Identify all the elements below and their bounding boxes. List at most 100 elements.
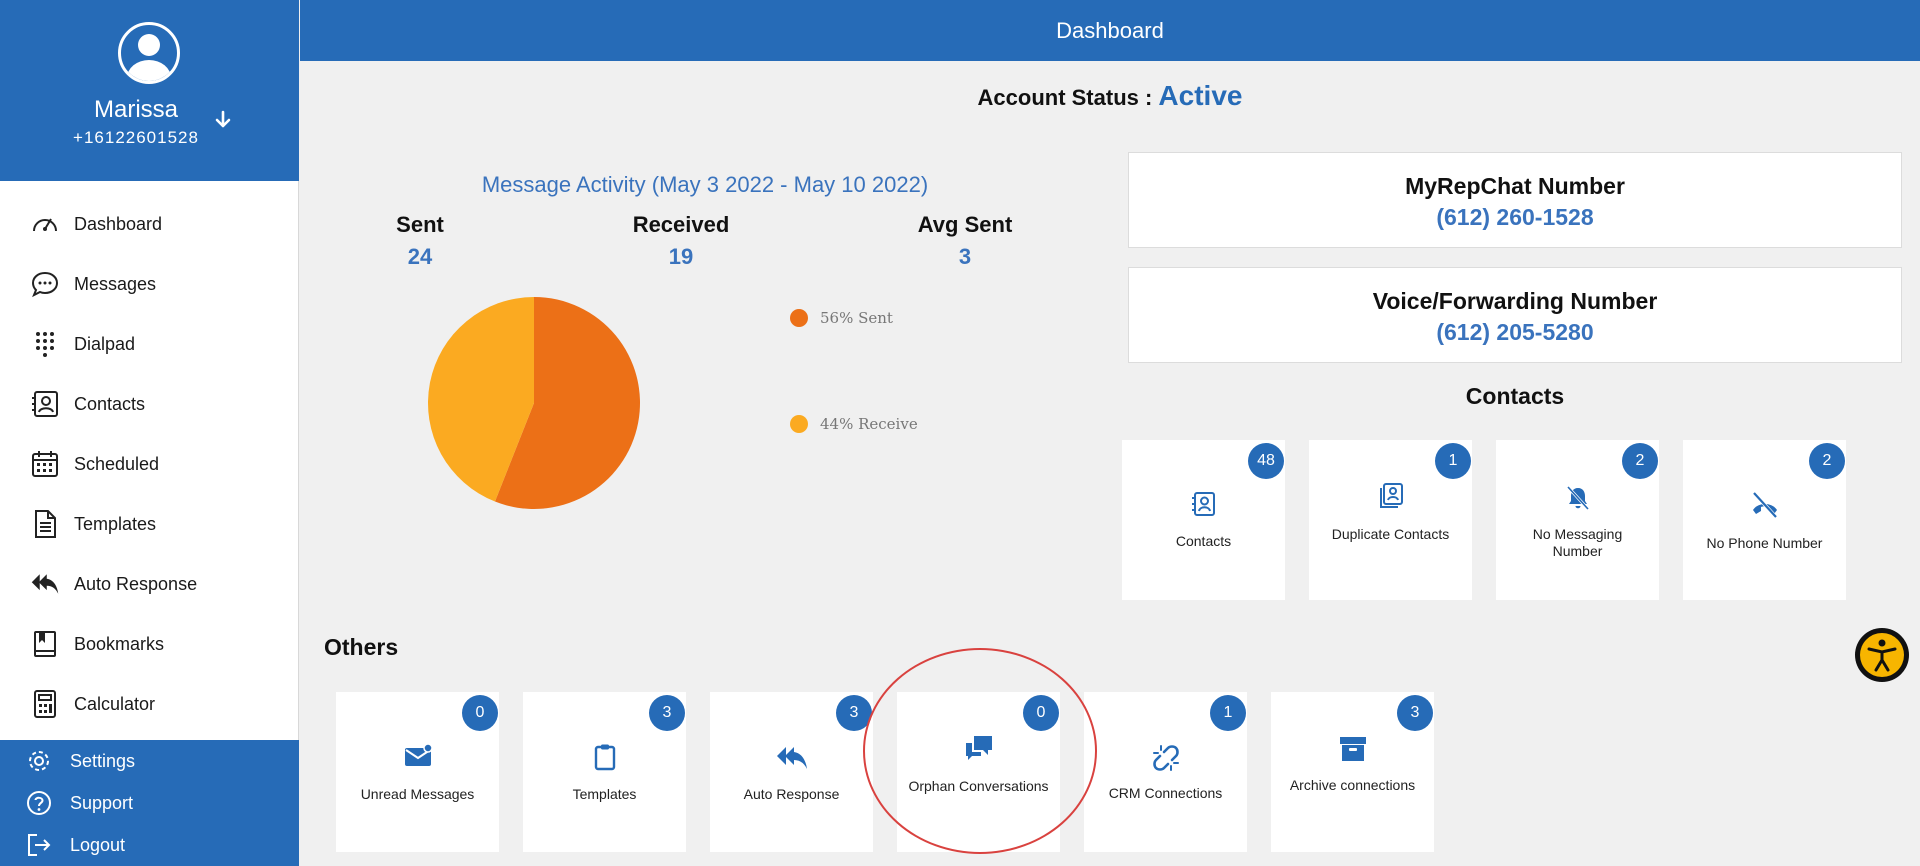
pie-slice-receive: [428, 297, 534, 502]
account-status-value: Active: [1158, 80, 1243, 111]
sidebar-item-label: Messages: [74, 273, 157, 294]
pie-slice-sent: [494, 297, 640, 509]
sidebar-item-label: Bookmarks: [74, 633, 165, 654]
stat-value: 3: [958, 244, 972, 269]
legend-item-sent: 56% Sent: [790, 309, 893, 327]
sidebar: Marissa +16122601528 Dashboard Messages …: [0, 0, 299, 866]
legend-swatch: [790, 309, 808, 327]
orphan-conversations-tile[interactable]: 0 Orphan Conversations: [897, 692, 1060, 852]
no-messaging-number-tile[interactable]: 2 No Messaging Number: [1496, 440, 1659, 600]
profile-phone: +16122601528: [73, 128, 199, 147]
count-badge: 1: [1210, 695, 1246, 731]
duplicate-contacts-tile[interactable]: 1 Duplicate Contacts: [1309, 440, 1472, 600]
page-title: Dashboard: [1056, 18, 1164, 43]
voice-number-card: Voice/Forwarding Number (612) 205-5280: [1128, 267, 1902, 363]
archive-box-icon: [1271, 735, 1434, 768]
sidebar-item-dialpad[interactable]: Dialpad: [0, 314, 299, 374]
legend-swatch: [790, 415, 808, 433]
sidebar-item-auto-response[interactable]: Auto Response: [0, 554, 299, 614]
auto-response-tile[interactable]: 3 Auto Response: [710, 692, 873, 852]
count-badge: 2: [1809, 443, 1845, 479]
sidebar-item-scheduled[interactable]: Scheduled: [0, 434, 299, 494]
number-value[interactable]: (612) 205-5280: [1436, 319, 1594, 345]
legend-item-receive: 44% Receive: [790, 415, 918, 433]
reply-all-icon: [30, 569, 60, 599]
broken-link-icon: [1084, 744, 1247, 777]
number-value[interactable]: (612) 260-1528: [1436, 204, 1594, 230]
stat-sent: Sent 24: [330, 212, 510, 270]
stat-label: Sent: [396, 212, 444, 237]
duplicate-contacts-icon: [1309, 483, 1472, 514]
number-label: MyRepChat Number: [1405, 173, 1625, 199]
sidebar-item-label: Support: [70, 792, 134, 813]
sidebar-item-label: Settings: [70, 750, 136, 771]
count-badge: 2: [1622, 443, 1658, 479]
tile-label: Contacts: [1175, 533, 1232, 549]
sidebar-item-label: Scheduled: [74, 453, 160, 474]
sidebar-footer: Settings Support Logout: [0, 740, 299, 866]
stat-avg-sent: Avg Sent 3: [875, 212, 1055, 270]
sidebar-item-templates[interactable]: Templates: [0, 494, 299, 554]
stat-received: Received 19: [591, 212, 771, 270]
stat-label: Avg Sent: [917, 212, 1013, 237]
sidebar-item-label: Dialpad: [74, 333, 136, 354]
reply-all-icon: [710, 744, 873, 777]
tile-label: No Messaging Number: [1532, 526, 1623, 559]
sidebar-item-settings[interactable]: Settings: [0, 740, 299, 782]
legend-label: 44% Receive: [820, 415, 918, 433]
tile-label: Archive connections: [1289, 777, 1416, 793]
bell-off-icon: [1496, 485, 1659, 516]
tile-label: Duplicate Contacts: [1331, 526, 1450, 542]
speedometer-icon: [30, 209, 60, 239]
myrepchat-number-card: MyRepChat Number (612) 260-1528: [1128, 152, 1902, 248]
dialpad-icon: [30, 329, 60, 359]
count-badge: 0: [1023, 695, 1059, 731]
gear-icon: [26, 748, 52, 774]
clipboard-icon: [523, 743, 686, 776]
avatar[interactable]: [118, 22, 180, 84]
stat-label: Received: [632, 212, 730, 237]
count-badge: 3: [1397, 695, 1433, 731]
sidebar-item-bookmarks[interactable]: Bookmarks: [0, 614, 299, 674]
top-bar: Dashboard: [300, 0, 1920, 61]
count-badge: 3: [649, 695, 685, 731]
legend-label: 56% Sent: [820, 309, 893, 327]
count-badge: 48: [1248, 443, 1284, 479]
arrow-down-icon[interactable]: [213, 110, 233, 130]
sidebar-item-dashboard[interactable]: Dashboard: [0, 194, 299, 254]
tile-label: CRM Connections: [1108, 785, 1223, 801]
sidebar-item-contacts[interactable]: Contacts: [0, 374, 299, 434]
chat-bubbles-icon: [897, 734, 1060, 767]
message-activity-pie-chart: [428, 297, 640, 509]
sidebar-item-calculator[interactable]: Calculator: [0, 674, 299, 734]
tile-label: Orphan Conversations: [908, 778, 1049, 794]
stat-value: 19: [668, 244, 694, 269]
account-status: Account Status : Active: [300, 80, 1920, 112]
unread-messages-tile[interactable]: 0 Unread Messages: [336, 692, 499, 852]
crm-connections-tile[interactable]: 1 CRM Connections: [1084, 692, 1247, 852]
sidebar-item-messages[interactable]: Messages: [0, 254, 299, 314]
document-icon: [30, 509, 60, 539]
contact-card-icon: [1122, 491, 1285, 522]
no-phone-number-tile[interactable]: 2 No Phone Number: [1683, 440, 1846, 600]
calculator-icon: [30, 689, 60, 719]
count-badge: 3: [836, 695, 872, 731]
profile-panel: Marissa +16122601528: [0, 0, 299, 181]
number-label: Voice/Forwarding Number: [1372, 288, 1658, 314]
count-badge: 0: [462, 695, 498, 731]
contacts-tile[interactable]: 48 Contacts: [1122, 440, 1285, 600]
sidebar-item-label: Dashboard: [74, 213, 163, 234]
sidebar-item-label: Templates: [74, 513, 157, 534]
templates-tile[interactable]: 3 Templates: [523, 692, 686, 852]
tile-label: No Phone Number: [1706, 535, 1823, 551]
account-status-label: Account Status :: [977, 85, 1159, 110]
sidebar-item-support[interactable]: Support: [0, 782, 299, 824]
sidebar-item-label: Contacts: [74, 393, 146, 414]
sidebar-item-logout[interactable]: Logout: [0, 824, 299, 866]
others-section-title: Others: [324, 634, 399, 660]
sidebar-item-label: Logout: [70, 834, 126, 855]
accessibility-button[interactable]: [1855, 628, 1909, 682]
sidebar-item-label: Auto Response: [74, 573, 198, 594]
archive-connections-tile[interactable]: 3 Archive connections: [1271, 692, 1434, 852]
tile-label: Unread Messages: [360, 786, 475, 802]
